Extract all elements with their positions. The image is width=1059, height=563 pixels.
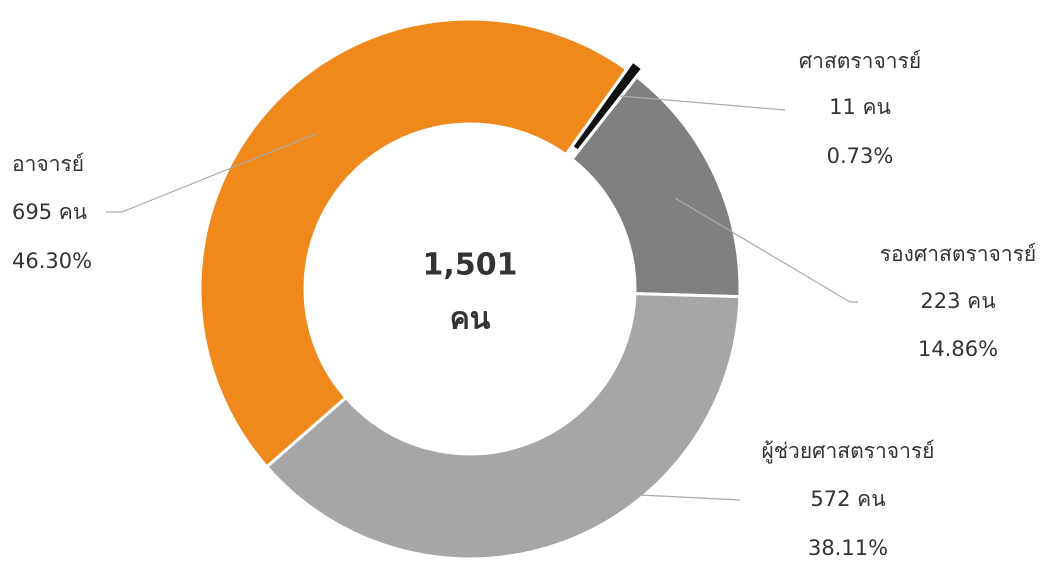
donut-segment <box>198 17 629 469</box>
category-label: ผู้ช่วยศาสตราจารย์ <box>762 439 935 464</box>
value-label: 223 คน <box>920 289 995 313</box>
category-label: อาจารย์ <box>12 152 84 176</box>
center-unit: คน <box>450 302 491 337</box>
percent-label: 46.30% <box>12 249 92 273</box>
leader-line <box>639 494 741 501</box>
percent-label: 38.11% <box>808 536 888 560</box>
value-label: 11 คน <box>829 95 891 119</box>
value-label: 695 คน <box>12 200 87 224</box>
category-label: ศาสตราจารย์ <box>799 49 921 73</box>
leader-line <box>674 197 858 303</box>
percent-label: 0.73% <box>827 144 894 168</box>
value-label: 572 คน <box>810 487 885 511</box>
leader-line <box>619 95 786 111</box>
donut-segment <box>264 292 742 561</box>
percent-label: 14.86% <box>918 337 998 361</box>
center-total: 1,501 <box>423 248 518 283</box>
leader-line <box>106 132 319 213</box>
category-label: รองศาสตราจารย์ <box>880 242 1036 266</box>
